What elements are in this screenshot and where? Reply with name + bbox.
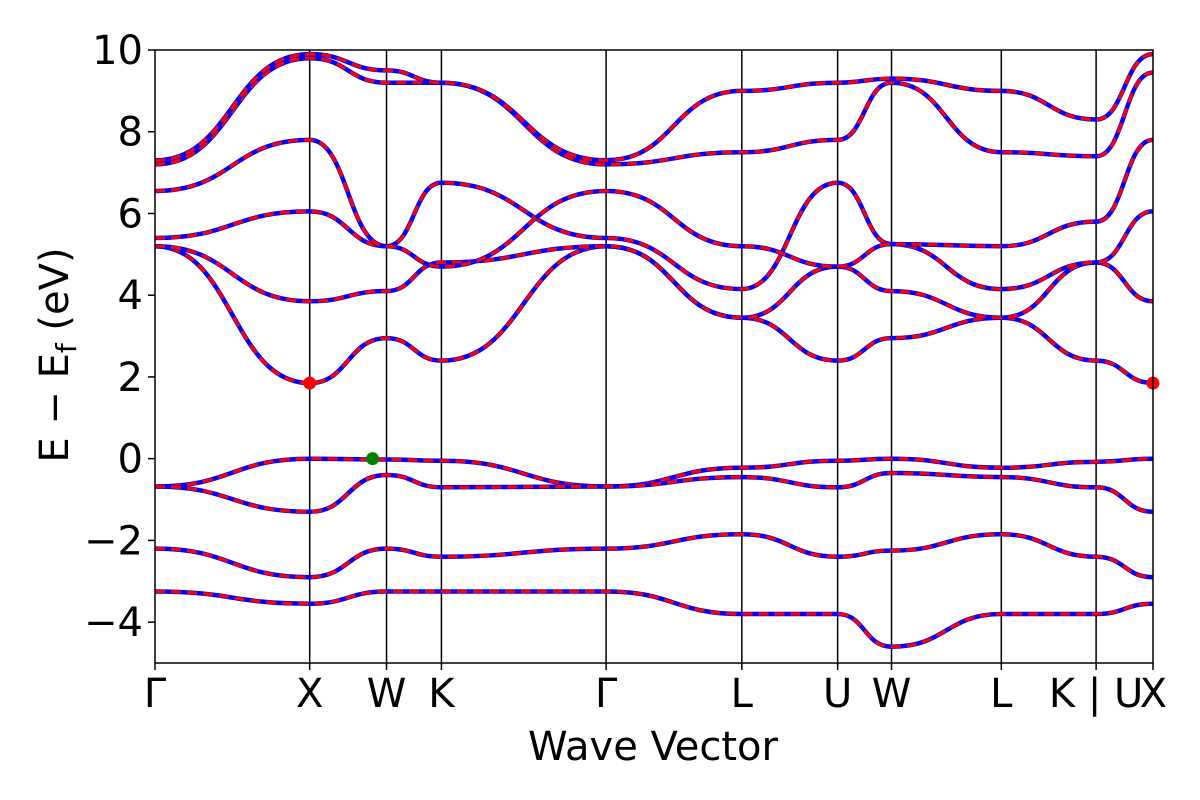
band-line-red-dashed [155,532,1153,579]
x-axis-title: Wave Vector [528,724,779,770]
band-line-blue [155,180,1153,292]
band-lines [155,51,1153,649]
y-axis-title: E − Ef (eV) [32,247,83,462]
x-tick-label: X [1140,671,1167,717]
band-line-red-dashed [155,589,1153,649]
band-line-red-dashed [155,244,1153,385]
band-line-blue [155,55,1153,167]
band-line-blue [155,51,1153,163]
x-tick-label: L [990,671,1013,717]
band-line-blue [155,532,1153,580]
band-line-red-dashed [155,457,1153,489]
band-line-blue [155,243,1153,320]
y-axis-ticks: −4 −2 0 2 4 6 8 10 [84,28,155,646]
band-edge-markers [303,376,1160,466]
plot-frame [154,49,1154,664]
y-tick-label: 8 [118,110,143,156]
band-line-red-dashed [155,52,1153,162]
band-line-red-dashed [155,138,1153,269]
x-tick-label: Γ [144,671,167,717]
y-tick-label: 0 [118,437,143,483]
band-edge-marker [366,452,380,466]
y-axis-title-main: E − E [32,353,78,463]
x-tick-label: X [296,671,323,717]
y-tick-label: 4 [118,273,143,319]
band-line-red-dashed [155,471,1153,514]
y-tick-label: 10 [92,28,143,74]
band-line-red-dashed [155,244,1153,320]
x-tick-label: Γ [595,671,618,717]
band-line-blue [155,589,1153,649]
y-axis-title-subscript: f [50,342,83,353]
y-tick-label: −2 [84,518,143,564]
x-tick-label: K [428,671,456,717]
x-tick-label: L [731,671,754,717]
band-edge-marker [303,376,317,390]
x-tick-label: W [367,671,407,717]
band-line-red-dashed [155,181,1153,291]
band-line-blue [155,243,1153,386]
band-line-blue [155,470,1153,515]
y-axis-title-unit: (eV) [32,247,78,343]
y-tick-label: −4 [84,600,143,646]
y-tick-label: 6 [118,191,143,237]
x-tick-label: W [872,671,912,717]
y-tick-label: 2 [118,355,143,401]
band-line-red-dashed [155,56,1153,167]
x-tick-label: U [823,671,852,717]
x-tick-label: K | U [1049,671,1143,717]
